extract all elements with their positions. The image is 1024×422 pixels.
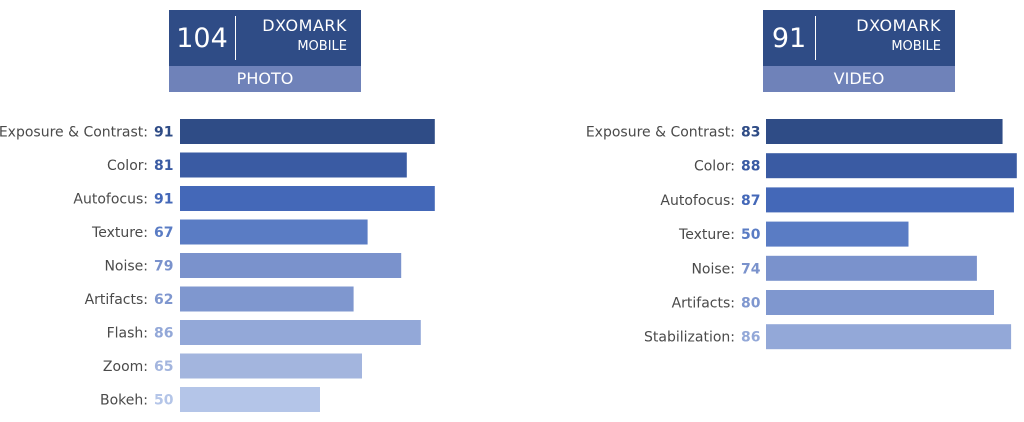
video-bar-chart: Exposure & Contrast: 83 Color: 88 Autofocus:…: [586, 119, 1017, 350]
bar: [180, 253, 402, 278]
badge-divider: [815, 16, 816, 60]
value-label: 86: [741, 330, 760, 346]
value-label: 91: [154, 192, 173, 208]
badge-divider: [235, 16, 236, 60]
video-score-badge: 91 DXOMARK MOBILE VIDEO: [763, 10, 955, 92]
bar: [180, 186, 435, 211]
brand-sub: MOBILE: [297, 39, 347, 54]
category-label: Autofocus:: [660, 193, 735, 209]
value-label: 87: [741, 193, 760, 209]
category-label: Exposure & Contrast:: [586, 125, 735, 141]
video-subscores-chart: Exposure & Contrast: 83 Color: 88 Autofocus:…: [512, 0, 1024, 422]
value-label: 83: [741, 125, 760, 141]
video-badge-label: VIDEO: [763, 66, 955, 92]
brand-sub: MOBILE: [891, 39, 941, 54]
bar: [180, 152, 407, 178]
category-label: Flash:: [107, 326, 148, 342]
bar: [766, 119, 1003, 144]
category-label: Stabilization:: [644, 330, 735, 346]
value-label: 91: [154, 125, 173, 141]
photo-subscores-chart: Exposure & Contrast: 91 Color: 81 Autofocus:…: [0, 119, 435, 412]
bar: [180, 119, 435, 144]
bar: [180, 387, 320, 412]
category-label: Texture:: [91, 225, 148, 241]
dxomark-logo: DXOMARK MOBILE: [262, 16, 347, 54]
value-label: 86: [154, 326, 173, 342]
category-label: Artifacts:: [672, 296, 735, 312]
value-label: 67: [154, 225, 173, 241]
photo-panel: 104 DXOMARK MOBILE PHOTO Exposure & Cont…: [0, 10, 435, 412]
bar: [180, 353, 362, 379]
bar: [766, 255, 977, 281]
photo-overall-score: 104: [176, 22, 228, 54]
category-label: Noise:: [691, 261, 735, 277]
value-label: 65: [154, 359, 173, 375]
category-label: Color:: [107, 158, 148, 174]
value-label: 80: [741, 296, 761, 312]
value-label: 50: [154, 393, 174, 409]
value-label: 81: [154, 158, 173, 174]
bar: [180, 219, 368, 245]
brand-name: DXOMARK: [856, 16, 941, 35]
bar: [180, 320, 421, 345]
category-label: Noise:: [104, 259, 148, 275]
brand-name: DXOMARK: [262, 16, 347, 35]
category-label: Texture:: [678, 227, 735, 243]
video-badge-header: 91 DXOMARK MOBILE: [763, 10, 955, 66]
category-label: Artifacts:: [85, 292, 148, 308]
bar: [766, 153, 1017, 179]
category-label: Autofocus:: [73, 192, 148, 208]
photo-badge-header: 104 DXOMARK MOBILE: [169, 10, 361, 66]
bar: [766, 187, 1014, 213]
category-label: Exposure & Contrast:: [0, 125, 148, 141]
bar: [766, 290, 994, 315]
value-label: 79: [154, 259, 173, 275]
bar: [180, 286, 354, 312]
dxomark-logo: DXOMARK MOBILE: [856, 16, 941, 54]
category-label: Bokeh:: [100, 393, 148, 409]
value-label: 74: [741, 261, 761, 277]
category-label: Zoom:: [103, 359, 148, 375]
photo-bar-chart: Exposure & Contrast: 91 Color: 81 Autofocus:…: [0, 119, 435, 412]
bar: [766, 221, 909, 247]
video-panel: 91 DXOMARK MOBILE VIDEO Exposure & Contr…: [512, 0, 1024, 422]
video-overall-score: 91: [771, 22, 807, 54]
value-label: 62: [154, 292, 173, 308]
category-label: Color:: [694, 159, 735, 175]
bar: [766, 324, 1012, 350]
value-label: 50: [741, 227, 761, 243]
photo-badge-label: PHOTO: [169, 66, 361, 92]
value-label: 88: [741, 159, 760, 175]
photo-score-badge: 104 DXOMARK MOBILE PHOTO: [169, 10, 361, 92]
